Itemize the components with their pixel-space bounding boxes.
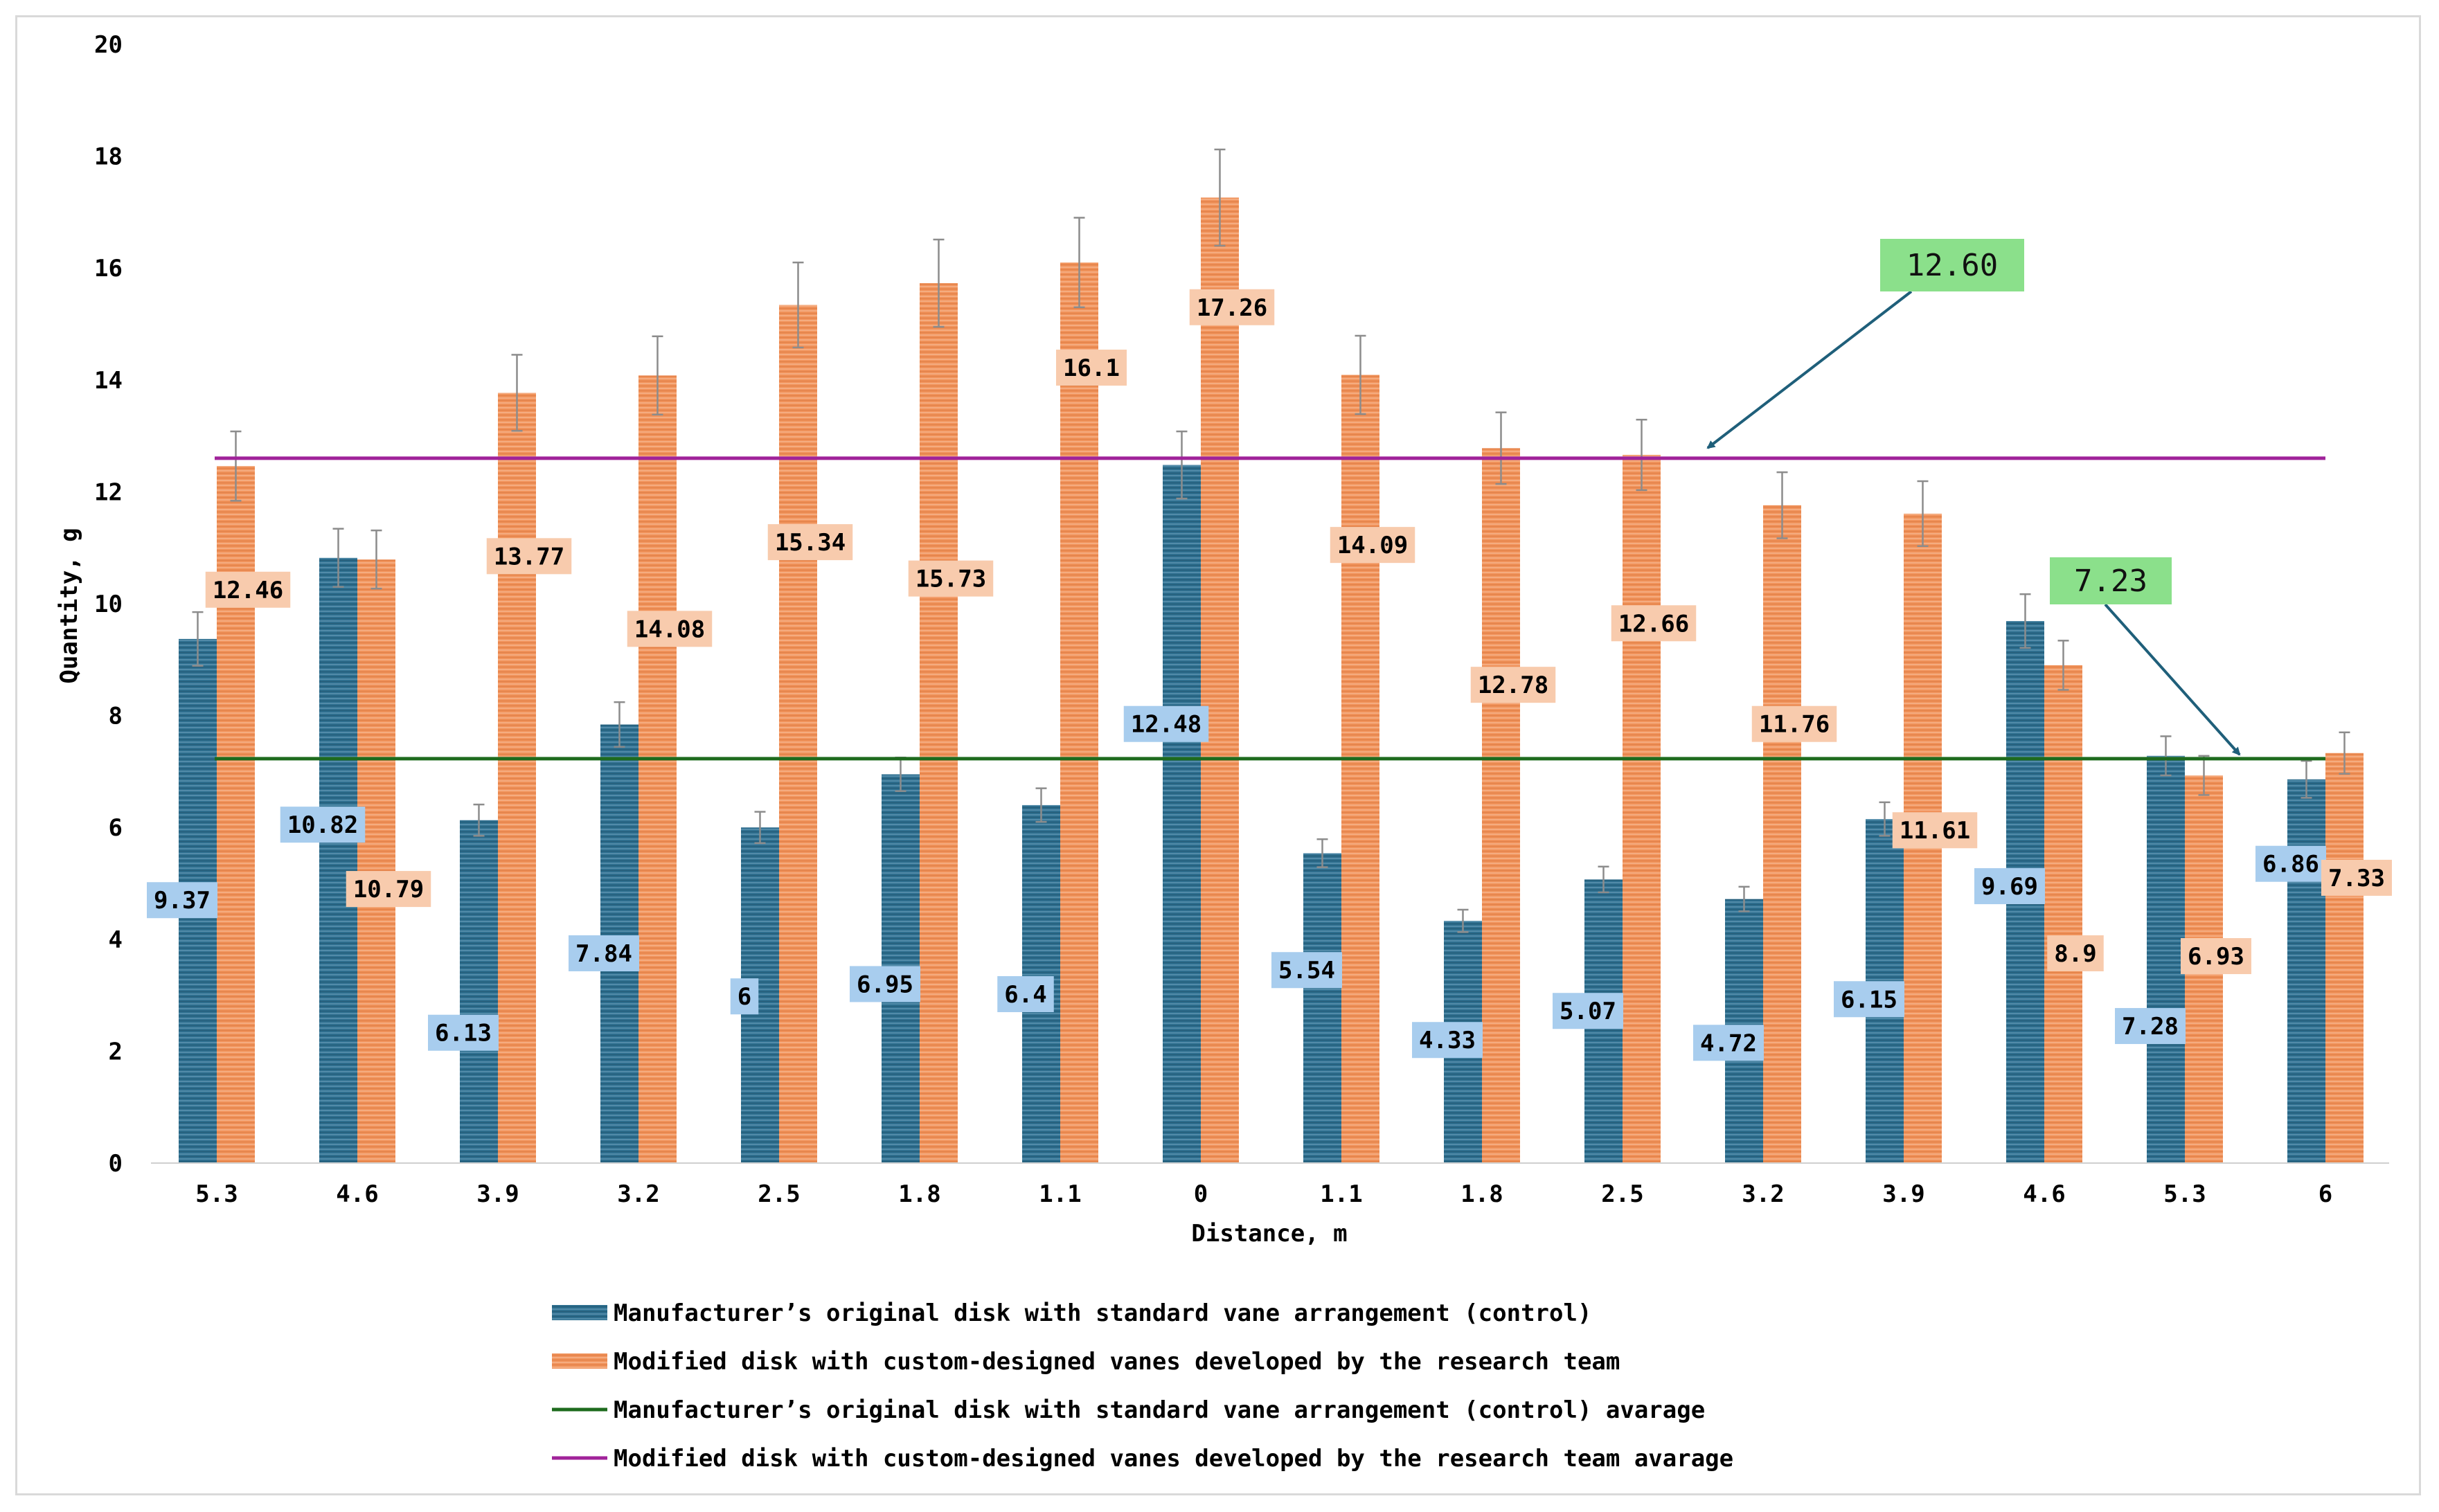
modified-bar bbox=[1623, 455, 1661, 1163]
x-tick-label: 1.1 bbox=[1320, 1180, 1362, 1208]
modified-bar bbox=[2044, 665, 2082, 1163]
control-value-label: 10.82 bbox=[287, 811, 358, 839]
x-tick-label: 2.5 bbox=[1601, 1180, 1643, 1208]
control-bar bbox=[1303, 853, 1341, 1163]
x-tick-label: 3.2 bbox=[617, 1180, 659, 1208]
control-value-label: 6.15 bbox=[1841, 986, 1897, 1014]
modified-value-label: 14.09 bbox=[1337, 532, 1408, 559]
y-tick-label: 12 bbox=[94, 478, 123, 506]
x-tick-label: 1.8 bbox=[898, 1180, 940, 1208]
control-value-label: 5.54 bbox=[1278, 957, 1335, 984]
x-tick-label: 4.6 bbox=[336, 1180, 378, 1208]
control-value-label: 5.07 bbox=[1560, 998, 1616, 1025]
x-axis-title: Distance, m bbox=[1191, 1220, 1347, 1248]
modified-value-label: 7.33 bbox=[2328, 865, 2385, 892]
modified-bar bbox=[2325, 753, 2364, 1163]
control-average-callout-arrow bbox=[2105, 604, 2240, 755]
modified-bar bbox=[1341, 375, 1379, 1163]
y-tick-label: 8 bbox=[109, 703, 123, 730]
legend-label: Manufacturer’s original disk with standa… bbox=[614, 1396, 1705, 1424]
modified-value-label: 13.77 bbox=[494, 543, 564, 570]
control-bar bbox=[319, 558, 357, 1163]
modified-value-label: 6.93 bbox=[2188, 943, 2244, 971]
control-value-label: 6.86 bbox=[2262, 851, 2319, 879]
modified-value-label: 15.73 bbox=[915, 566, 986, 593]
modified-value-label: 12.46 bbox=[213, 577, 283, 604]
modified-value-label: 14.08 bbox=[634, 615, 705, 643]
legend-item: Manufacturer’s original disk with standa… bbox=[552, 1299, 1591, 1327]
modified-bar bbox=[920, 283, 958, 1163]
modified-value-label: 15.34 bbox=[775, 529, 846, 557]
x-tick-label: 5.3 bbox=[195, 1180, 238, 1208]
modified-value-label: 11.76 bbox=[1759, 711, 1830, 739]
y-tick-label: 0 bbox=[109, 1150, 123, 1178]
modified-value-label: 12.78 bbox=[1478, 672, 1548, 699]
x-tick-label: 2.5 bbox=[758, 1180, 800, 1208]
control-value-label: 7.28 bbox=[2122, 1013, 2179, 1041]
y-axis-title: Quantity, g bbox=[55, 528, 83, 683]
modified-value-label: 11.61 bbox=[1900, 817, 1970, 845]
modified-bar bbox=[1482, 448, 1520, 1163]
control-value-label: 7.84 bbox=[575, 940, 632, 968]
control-value-label: 4.33 bbox=[1419, 1027, 1476, 1054]
y-tick-label: 18 bbox=[94, 143, 123, 171]
y-axis: 0 2 4 6 8 10 12 14 16 18 20 bbox=[94, 31, 123, 1178]
control-bar bbox=[1163, 465, 1201, 1163]
legend-item: Manufacturer’s original disk with standa… bbox=[552, 1396, 1705, 1424]
control-value-label: 9.69 bbox=[1981, 873, 2038, 901]
control-value-label: 6.13 bbox=[435, 1020, 492, 1047]
x-axis: 5.3 4.6 3.9 3.2 2.5 1.8 1.1 0 1.1 1.8 2.5 3.2 3.9 4.6… bbox=[195, 1180, 2332, 1208]
y-tick-label: 16 bbox=[94, 255, 123, 282]
control-value-label: 6.95 bbox=[857, 971, 913, 998]
modified-bar bbox=[638, 375, 677, 1163]
x-tick-label: 6 bbox=[2319, 1180, 2332, 1208]
x-tick-label: 1.1 bbox=[1039, 1180, 1081, 1208]
modified-value-label: 16.1 bbox=[1063, 354, 1120, 382]
control-value-label: 12.48 bbox=[1131, 711, 1201, 739]
legend-label: Manufacturer’s original disk with standa… bbox=[614, 1299, 1591, 1327]
y-tick-label: 4 bbox=[109, 926, 123, 954]
modified-value-label: 8.9 bbox=[2054, 940, 2096, 968]
control-bar bbox=[2287, 780, 2325, 1163]
modified-bar bbox=[217, 466, 255, 1163]
y-tick-label: 10 bbox=[94, 591, 123, 618]
modified-bar bbox=[779, 305, 817, 1163]
x-tick-label: 4.6 bbox=[2023, 1180, 2065, 1208]
modified-value-label: 10.79 bbox=[353, 876, 424, 903]
modified-value-label: 12.66 bbox=[1618, 610, 1689, 638]
legend-label: Modified disk with custom-designed vanes… bbox=[614, 1348, 1620, 1376]
x-tick-label: 1.8 bbox=[1460, 1180, 1503, 1208]
control-bar bbox=[2147, 756, 2185, 1163]
y-tick-label: 6 bbox=[109, 814, 123, 842]
control-bar bbox=[460, 820, 498, 1163]
modified-value-label: 17.26 bbox=[1197, 294, 1267, 322]
bar-chart: 0 2 4 6 8 10 12 14 16 18 20 9.37 10.82 6.13 7.84 6 6.95… bbox=[0, 0, 2439, 1512]
x-tick-label: 3.9 bbox=[1882, 1180, 1924, 1208]
legend-item: Modified disk with custom-designed vanes… bbox=[552, 1445, 1733, 1473]
legend-label: Modified disk with custom-designed vanes… bbox=[614, 1445, 1733, 1473]
modified-bar bbox=[1201, 197, 1239, 1163]
modified-bar bbox=[357, 559, 395, 1163]
control-value-label: 9.37 bbox=[154, 887, 211, 915]
modified-bar bbox=[498, 393, 536, 1163]
legend-swatch bbox=[552, 1353, 607, 1369]
x-tick-label: 3.2 bbox=[1742, 1180, 1784, 1208]
control-value-label: 6.4 bbox=[1004, 981, 1046, 1009]
x-tick-label: 5.3 bbox=[2163, 1180, 2206, 1208]
y-tick-label: 20 bbox=[94, 31, 123, 59]
x-tick-label: 3.9 bbox=[476, 1180, 519, 1208]
legend-swatch bbox=[552, 1305, 607, 1320]
control-average-callout-text: 7.23 bbox=[2074, 564, 2147, 599]
control-value-label: 4.72 bbox=[1700, 1029, 1757, 1057]
control-value-label: 6 bbox=[738, 983, 751, 1011]
x-tick-label: 0 bbox=[1194, 1180, 1208, 1208]
legend: Manufacturer’s original disk with standa… bbox=[552, 1299, 1733, 1473]
modified-average-callout-arrow bbox=[1708, 291, 1911, 448]
legend-item: Modified disk with custom-designed vanes… bbox=[552, 1348, 1620, 1376]
modified-average-callout-text: 12.60 bbox=[1906, 248, 1998, 283]
y-tick-label: 14 bbox=[94, 367, 123, 395]
modified-bar bbox=[1060, 262, 1098, 1163]
modified-bar bbox=[1763, 505, 1801, 1163]
y-tick-label: 2 bbox=[109, 1038, 123, 1065]
